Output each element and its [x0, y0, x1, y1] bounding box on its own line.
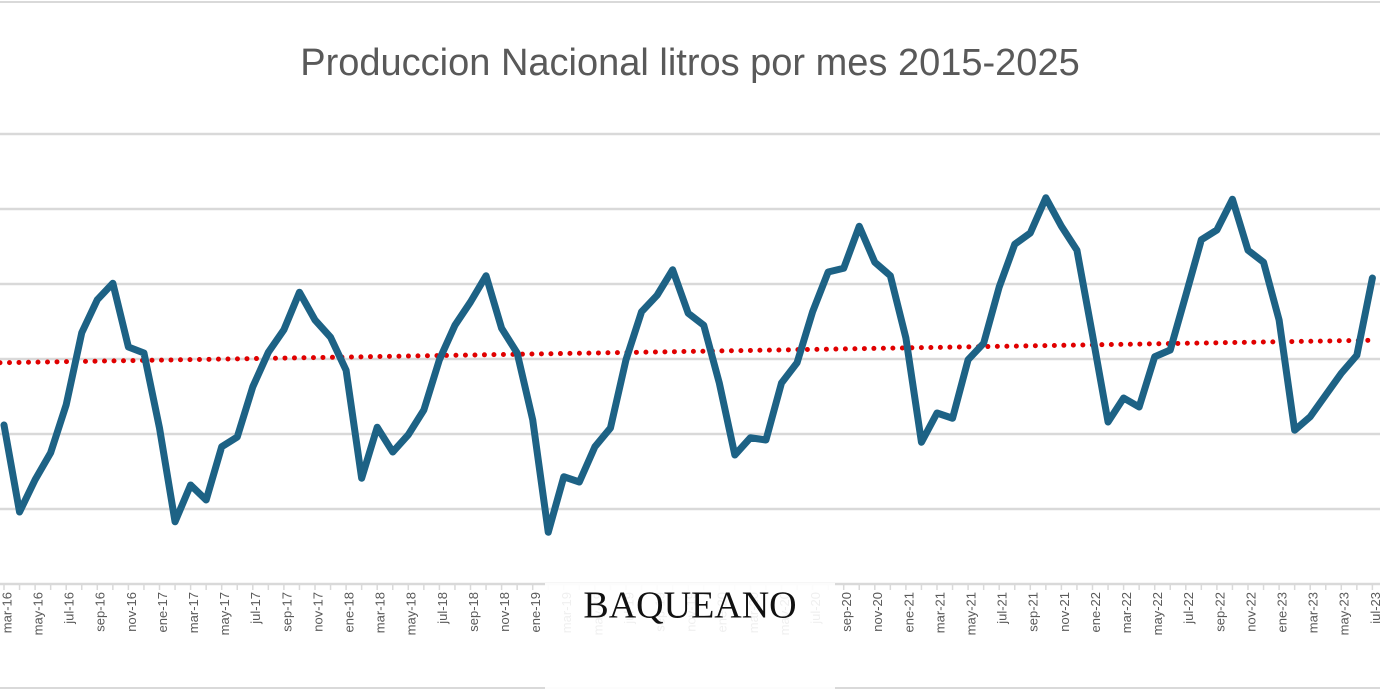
x-tick-label: may-22	[1150, 592, 1165, 635]
x-tick-label: jul-21	[995, 592, 1010, 625]
x-tick-label: sep-20	[839, 592, 854, 632]
x-tick-label: mar-18	[373, 592, 388, 633]
x-tick-label: jul-23	[1368, 592, 1380, 625]
x-tick-label: ene-17	[155, 592, 170, 632]
x-tick-label: ene-22	[1088, 592, 1103, 632]
x-tick-label: mar-22	[1119, 592, 1134, 633]
x-tick-label: may-16	[31, 592, 46, 635]
x-tick-label: sep-16	[93, 592, 108, 632]
x-tick-label: jul-22	[1181, 592, 1196, 625]
x-tick-label: mar-21	[932, 592, 947, 633]
trend-line	[0, 337, 1375, 366]
x-tick-label: nov-17	[310, 592, 325, 632]
x-tick-label: nov-20	[870, 592, 885, 632]
x-tick-label: mar-16	[0, 592, 14, 633]
x-tick-label: nov-21	[1057, 592, 1072, 632]
data-line	[0, 194, 1376, 536]
x-tick-label: may-23	[1337, 592, 1352, 635]
x-tick-label: nov-18	[497, 592, 512, 632]
x-tick-label: jul-16	[62, 592, 77, 625]
x-tick-label: nov-16	[124, 592, 139, 632]
x-tick-label: jul-17	[248, 592, 263, 625]
x-tick-label: sep-22	[1212, 592, 1227, 632]
x-tick-label: ene-19	[528, 592, 543, 632]
x-tick-label: mar-23	[1306, 592, 1321, 633]
watermark-box	[545, 583, 835, 690]
x-tick-label: ene-23	[1275, 592, 1290, 632]
watermark: BAQUEANO	[583, 585, 796, 627]
x-tick-label: may-18	[404, 592, 419, 635]
x-tick-label: ene-21	[901, 592, 916, 632]
x-tick-label: sep-17	[279, 592, 294, 632]
chart-title: Produccion Nacional litros por mes 2015-…	[300, 42, 1079, 84]
x-tick-label: sep-18	[466, 592, 481, 632]
x-tick-label: mar-17	[186, 592, 201, 633]
x-tick-label: may-21	[964, 592, 979, 635]
x-tick-label: nov-22	[1243, 592, 1258, 632]
x-tick-label: may-17	[217, 592, 232, 635]
x-tick-label: ene-18	[342, 592, 357, 632]
x-tick-label: jul-18	[435, 592, 450, 625]
x-tick-label: sep-21	[1026, 592, 1041, 632]
